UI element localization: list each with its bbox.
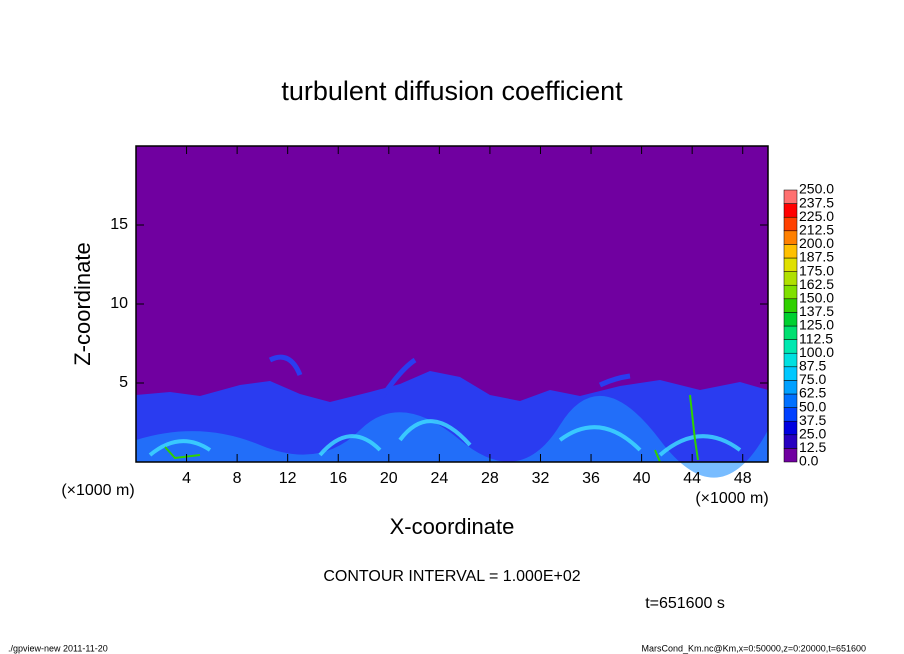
colorbar-label: 187.5 [799, 249, 834, 265]
y-tick-label: 5 [119, 374, 128, 391]
colorbar-box [783, 271, 798, 286]
x-tick-label: 48 [734, 470, 752, 487]
colorbar-label: 112.5 [799, 330, 833, 346]
colorbar-label: 237.5 [799, 194, 834, 210]
colorbar-label: 162.5 [799, 276, 834, 292]
colorbar-label: 62.5 [799, 385, 826, 401]
colorbar-label: 200.0 [799, 235, 834, 251]
colorbar-box [783, 325, 798, 340]
colorbar-label: 250.0 [799, 181, 834, 197]
footer-left: ./gpview-new 2011-11-20 [8, 643, 108, 653]
field-contour [164, 394, 699, 463]
colorbar-label: 100.0 [799, 344, 834, 360]
field-streak [148, 419, 742, 457]
turbulent-field [136, 354, 768, 478]
x-tick-label: 20 [380, 470, 398, 487]
field-filament [268, 354, 631, 402]
colorbar-label: 50.0 [799, 398, 826, 414]
field-streak [136, 395, 768, 478]
chart-title: turbulent diffusion coefficient [281, 76, 623, 106]
colorbar-box [783, 339, 798, 354]
colorbar-label: 212.5 [799, 222, 834, 238]
x-tick-label: 8 [233, 470, 242, 487]
colorbar-label: 25.0 [799, 426, 826, 442]
colorbar-box [783, 312, 798, 327]
colorbar-label: 12.5 [799, 439, 826, 455]
y-tick-label: 10 [110, 295, 128, 312]
colorbar-label: 125.0 [799, 317, 834, 333]
x-tick-label: 4 [182, 470, 191, 487]
colorbar-label: 225.0 [799, 208, 834, 224]
x-tick-label: 24 [430, 470, 448, 487]
y-tick-label: 15 [110, 216, 128, 233]
colorbar-box [783, 216, 798, 232]
colorbar-label: 37.5 [799, 412, 826, 428]
colorbar-box [783, 366, 798, 381]
colorbar-label: 75.0 [799, 371, 826, 387]
contour-interval: CONTOUR INTERVAL = 1.000E+02 [323, 568, 580, 585]
colorbar-box [783, 380, 798, 395]
x-tick-label: 36 [582, 470, 600, 487]
x-tick-label: 44 [683, 470, 701, 487]
colorbar-box [783, 298, 798, 313]
colorbar-box [783, 407, 798, 422]
colorbar-box [783, 352, 798, 368]
colorbar-box [783, 244, 798, 259]
x-tick-label: 32 [532, 470, 550, 487]
y-axis-label: Z-coordinate [70, 242, 95, 366]
colorbar-label: 0.0 [799, 453, 819, 469]
colorbar-box [783, 420, 798, 436]
x-tick-label: 16 [329, 470, 347, 487]
colorbar-label: 87.5 [799, 358, 826, 374]
colorbar-box [783, 257, 798, 272]
x-axis-label: X-coordinate [390, 514, 515, 539]
colorbar-box [783, 230, 798, 245]
y-unit: (×1000 m) [61, 482, 134, 499]
x-unit: (×1000 m) [695, 490, 768, 507]
time-label: t=651600 s [645, 595, 725, 612]
colorbar-label: 150.0 [799, 290, 834, 306]
colorbar-box [783, 393, 798, 408]
colorbar-box [783, 189, 798, 204]
x-tick-label: 12 [279, 470, 297, 487]
footer-right: MarsCond_Km.nc@Km,x=0:50000,z=0:20000,t=… [641, 643, 866, 653]
x-tick-label: 28 [481, 470, 499, 487]
colorbar-label: 137.5 [799, 303, 834, 319]
colorbar-box [783, 284, 798, 300]
colorbar-label: 175.0 [799, 262, 834, 278]
x-tick-label: 40 [633, 470, 651, 487]
colorbar-box [783, 448, 798, 463]
colorbar-box [783, 203, 798, 218]
colorbar-box [783, 434, 798, 449]
